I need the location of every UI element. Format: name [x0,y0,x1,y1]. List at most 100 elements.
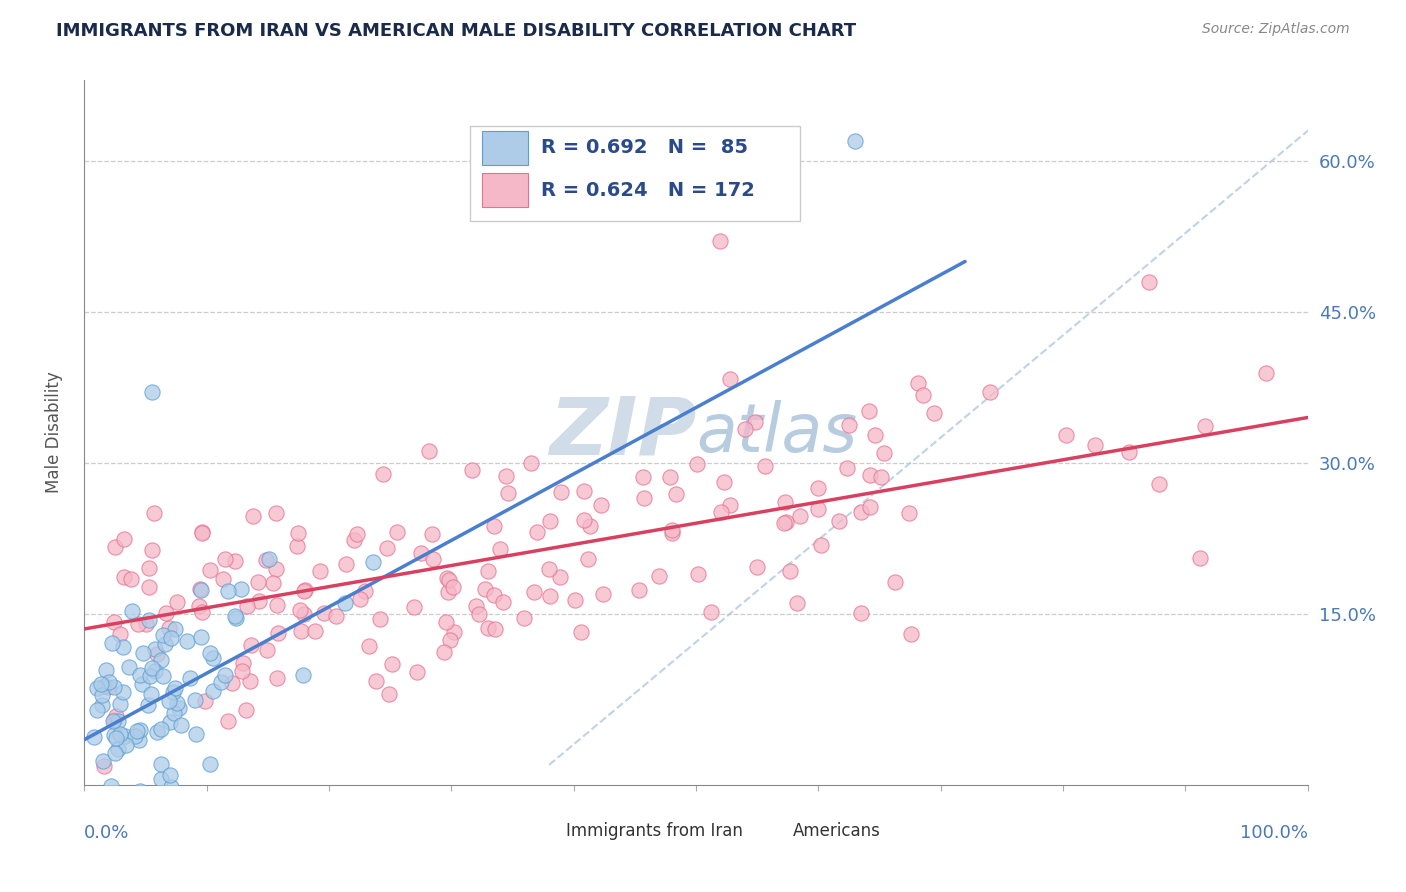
Point [288,603,311,617]
Point [718,372,741,386]
Point [343,533,366,548]
Point [779,565,801,579]
Point [231,664,253,678]
Point [375,541,398,555]
Bar [482,131,529,165]
Point [849,505,872,519]
Point [170,718,193,732]
Point [810,538,832,552]
Point [325,609,347,624]
Point [125,723,148,738]
Point [900,627,922,641]
Point [240,638,263,652]
Point [149,652,172,666]
Point [368,612,391,626]
Point [166,595,188,609]
Point [838,418,860,433]
Text: Americans: Americans [793,822,880,839]
Text: 0.0%: 0.0% [84,823,129,842]
Point [91,755,114,769]
Point [262,576,284,591]
Point [688,567,710,582]
Point [198,563,221,577]
Point [217,714,239,728]
Point [335,558,357,572]
Point [105,731,128,745]
Point [141,543,163,558]
Point [700,605,723,619]
Point [104,540,127,554]
Point [114,729,136,743]
Point [363,555,385,569]
Point [513,611,536,625]
Point [141,385,163,400]
Point [201,651,224,665]
Point [773,495,796,509]
Point [115,738,138,752]
Point [107,742,129,756]
Point [259,552,281,566]
Point [309,564,332,578]
Point [710,505,733,519]
Point [159,714,181,729]
Point [160,780,183,794]
Point [128,783,150,797]
Point [468,607,491,622]
Point [520,456,543,470]
Point [550,485,572,500]
Point [225,611,247,625]
Point [686,457,709,471]
Point [143,641,166,656]
Point [159,768,181,782]
Point [211,572,233,586]
Point [191,525,214,540]
Point [718,498,741,512]
Point [569,625,592,640]
Point [150,772,173,787]
Point [538,590,561,604]
Point [162,685,184,699]
Point [166,696,188,710]
Point [157,621,180,635]
Point [112,532,135,546]
Point [100,780,122,794]
Point [1256,366,1278,380]
Point [406,665,429,679]
Point [537,562,560,576]
Point [437,573,460,587]
Point [661,525,683,540]
Text: Source: ZipAtlas.com: Source: ZipAtlas.com [1202,22,1350,37]
Point [1084,438,1107,452]
Point [477,621,499,635]
Point [224,554,246,568]
Point [734,422,756,436]
Point [378,687,401,701]
Text: R = 0.624   N = 172: R = 0.624 N = 172 [541,181,755,200]
Text: ZIP: ZIP [548,393,696,472]
Point [179,671,201,685]
Point [90,688,112,702]
Point [433,645,456,659]
Point [266,671,288,685]
Point [190,630,212,644]
Point [775,515,797,529]
Point [591,498,613,512]
Point [648,569,671,583]
Point [436,571,458,585]
Point [441,581,464,595]
Point [828,514,851,528]
Point [184,693,207,707]
Point [333,596,356,610]
Point [346,527,368,541]
Point [224,608,246,623]
Point [548,570,571,584]
Point [754,459,776,474]
Point [202,683,225,698]
Point [387,524,409,539]
Point [294,582,316,597]
Text: IMMIGRANTS FROM IRAN VS AMERICAN MALE DISABILITY CORRELATION CHART: IMMIGRANTS FROM IRAN VS AMERICAN MALE DI… [56,22,856,40]
Point [128,733,150,747]
Point [292,583,315,598]
Point [108,627,131,641]
Point [190,582,212,597]
